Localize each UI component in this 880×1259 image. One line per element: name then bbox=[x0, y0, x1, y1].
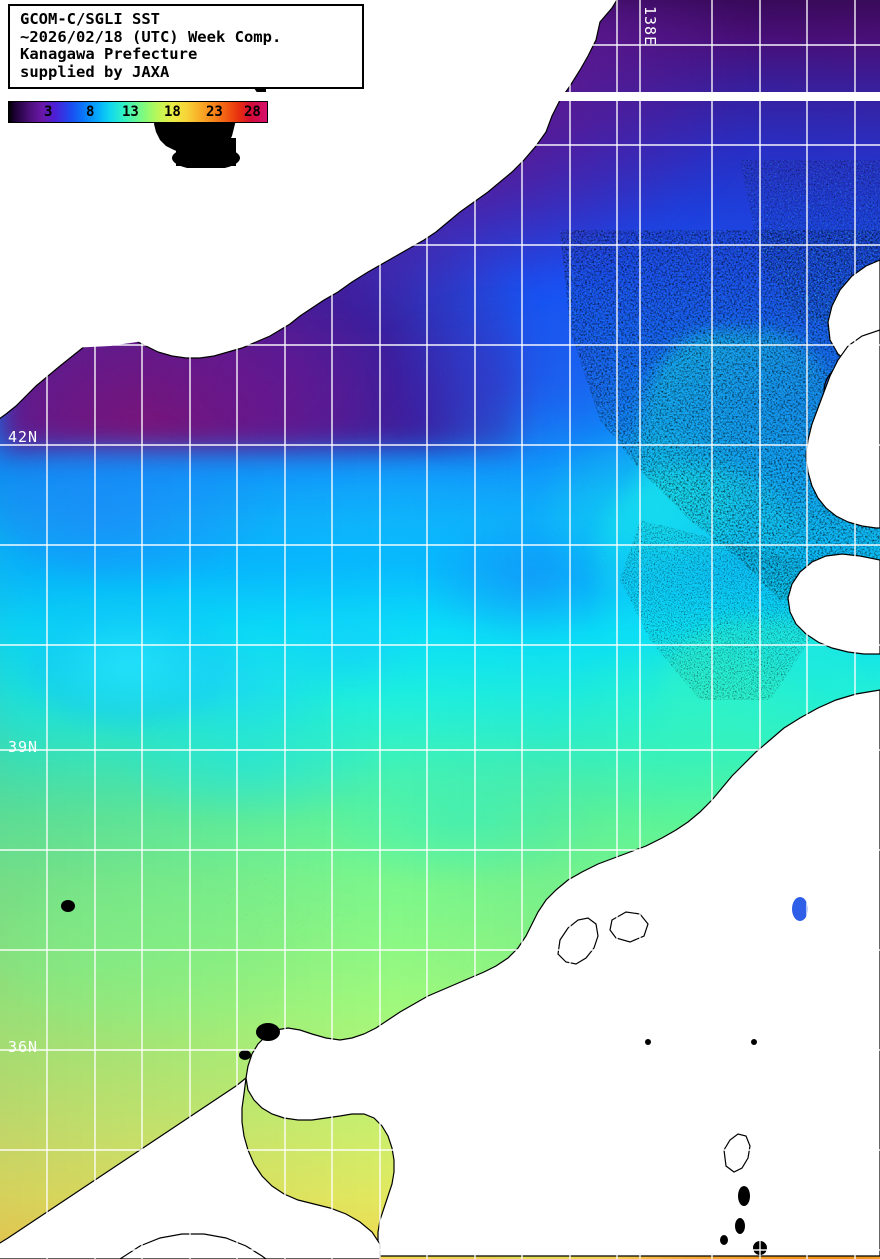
land-island-tiny-3 bbox=[751, 1039, 757, 1045]
colorbar: 3 8 13 18 23 28 bbox=[8, 101, 268, 123]
lat-label-42n: 42N bbox=[8, 428, 39, 446]
title-colorbar-separator bbox=[0, 92, 880, 101]
land-island-tiny-2 bbox=[792, 897, 808, 921]
colorbar-tick-28: 28 bbox=[244, 104, 261, 120]
land-kyushu bbox=[118, 1233, 268, 1259]
land-oki-island-2 bbox=[239, 1050, 251, 1060]
land-island-izu-2 bbox=[735, 1218, 745, 1234]
lat-label-39n: 39N bbox=[8, 738, 39, 756]
title-line-supplier: supplied by JAXA bbox=[20, 62, 170, 81]
colorbar-gradient bbox=[8, 101, 268, 123]
land-korea-coast bbox=[787, 553, 880, 655]
colorbar-tick-3: 3 bbox=[44, 104, 53, 120]
land-northeast-asia bbox=[805, 329, 880, 529]
lat-label-36n: 36N bbox=[8, 1038, 39, 1056]
colorbar-tick-18: 18 bbox=[164, 104, 181, 120]
land-island-north bbox=[296, 146, 336, 180]
land-honshu bbox=[245, 689, 880, 1257]
title-line-date: ~2026/02/18 (UTC) Week Comp. bbox=[20, 27, 282, 46]
land-noto-peninsula bbox=[557, 917, 599, 965]
colorbar-tick-23: 23 bbox=[206, 104, 223, 120]
colorbar-tick-8: 8 bbox=[86, 104, 95, 120]
land-island-izu-3 bbox=[753, 1241, 767, 1255]
land-sado-island bbox=[609, 911, 649, 943]
land-island-mikura bbox=[720, 1235, 728, 1245]
land-island-izu-1 bbox=[738, 1186, 750, 1206]
land-izu-peninsula bbox=[723, 1133, 751, 1173]
title-line-provider-region: Kanagawa Prefecture bbox=[20, 45, 198, 63]
land-island-tiny-west bbox=[61, 900, 75, 912]
title-line-product: GCOM-C/SGLI SST bbox=[20, 10, 160, 28]
colorbar-tick-13: 13 bbox=[122, 104, 139, 120]
land-oki-island bbox=[256, 1023, 280, 1041]
land-island-tiny-4 bbox=[645, 1039, 651, 1045]
lon-label-138e: 138E bbox=[641, 6, 659, 47]
title-box: GCOM-C/SGLI SST ~2026/02/18 (UTC) Week C… bbox=[8, 4, 364, 89]
